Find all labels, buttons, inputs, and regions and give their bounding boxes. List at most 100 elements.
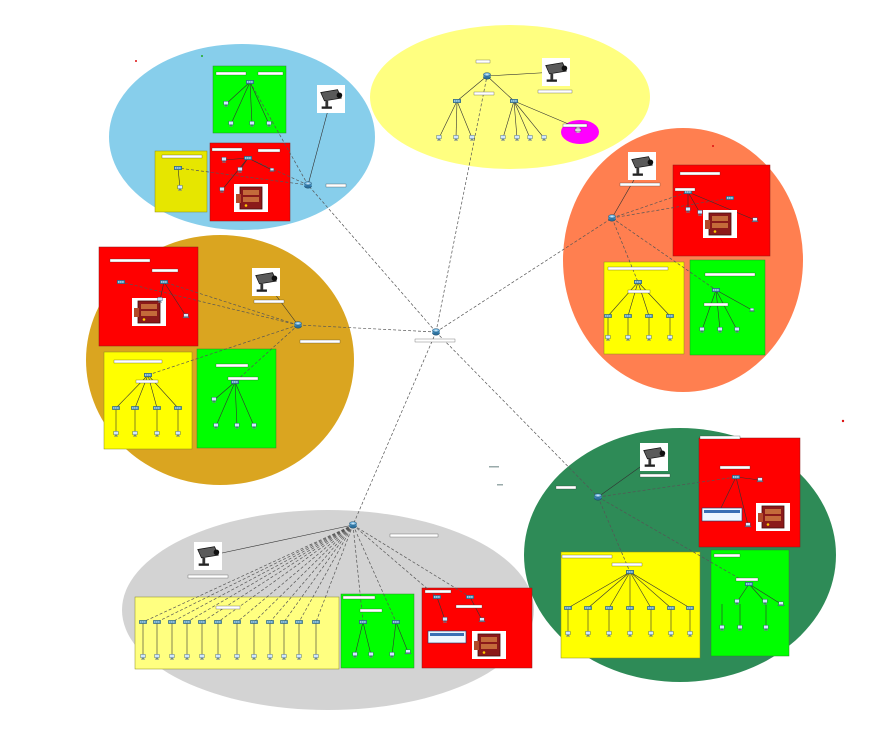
pc-icon[interactable] [699, 327, 705, 333]
switch-icon[interactable] [731, 474, 741, 480]
laptop-icon[interactable] [478, 617, 486, 623]
pc-icon[interactable] [734, 327, 740, 333]
pc-icon[interactable] [249, 121, 255, 127]
router-icon[interactable] [294, 321, 302, 329]
router-icon[interactable] [594, 493, 602, 501]
switch-icon[interactable] [230, 379, 240, 385]
pc-icon[interactable] [442, 617, 448, 623]
switch-icon[interactable] [625, 569, 635, 575]
pc-icon[interactable] [251, 423, 257, 429]
laptop-icon[interactable] [751, 217, 759, 223]
server-icon[interactable] [756, 503, 790, 531]
laptop-icon[interactable] [744, 522, 752, 528]
router-icon[interactable] [483, 72, 491, 80]
switch-icon[interactable] [647, 605, 655, 611]
laptop-icon[interactable] [182, 313, 190, 319]
laptop-icon[interactable] [749, 308, 755, 312]
switch-icon[interactable] [243, 155, 253, 161]
camera-icon[interactable] [628, 152, 656, 180]
pc-icon[interactable] [132, 431, 138, 437]
pc-icon[interactable] [267, 654, 273, 660]
pc-icon[interactable] [113, 431, 119, 437]
pc-icon[interactable] [177, 185, 183, 191]
pc-icon[interactable] [606, 631, 612, 637]
camera-icon[interactable] [542, 58, 570, 86]
pc-icon[interactable] [527, 135, 533, 141]
laptop-icon[interactable] [756, 477, 764, 483]
pc-icon[interactable] [469, 135, 475, 141]
pc-icon[interactable] [541, 135, 547, 141]
pc-icon[interactable] [251, 654, 257, 660]
pc-icon[interactable] [667, 335, 673, 341]
pc-icon[interactable] [565, 631, 571, 637]
switch-icon[interactable] [250, 619, 258, 625]
pc-icon[interactable] [605, 335, 611, 341]
switch-icon[interactable] [139, 619, 147, 625]
pc-icon[interactable] [157, 297, 163, 303]
pc-icon[interactable] [199, 654, 205, 660]
switch-icon[interactable] [280, 619, 288, 625]
pc-icon[interactable] [368, 652, 374, 658]
switch-icon[interactable] [245, 79, 255, 85]
pc-icon[interactable] [175, 431, 181, 437]
switch-icon[interactable] [153, 405, 161, 411]
camera-icon[interactable] [640, 443, 668, 471]
camera-icon[interactable] [194, 542, 222, 570]
camera-icon[interactable] [252, 268, 280, 296]
pc-icon[interactable] [697, 210, 703, 216]
pc-icon[interactable] [734, 599, 740, 605]
switch-icon[interactable] [633, 279, 643, 285]
server-icon[interactable] [703, 210, 737, 238]
pc-icon[interactable] [646, 335, 652, 341]
switch-icon[interactable] [452, 98, 462, 104]
switch-icon[interactable] [744, 581, 754, 587]
router-icon[interactable] [432, 328, 440, 336]
switch-icon[interactable] [725, 195, 735, 201]
switch-icon[interactable] [233, 619, 241, 625]
pc-icon[interactable] [685, 207, 691, 213]
switch-icon[interactable] [584, 605, 592, 611]
pc-icon[interactable] [737, 625, 743, 631]
pc-icon[interactable] [687, 631, 693, 637]
pc-icon[interactable] [228, 121, 234, 127]
switch-icon[interactable] [173, 165, 183, 171]
switch-icon[interactable] [159, 279, 169, 285]
pc-icon[interactable] [237, 167, 243, 173]
pc-icon[interactable] [514, 135, 520, 141]
switch-icon[interactable] [183, 619, 191, 625]
switch-icon[interactable] [198, 619, 206, 625]
pc-icon[interactable] [154, 431, 160, 437]
pc-icon[interactable] [184, 654, 190, 660]
pc-icon[interactable] [266, 121, 272, 127]
switch-icon[interactable] [605, 605, 613, 611]
pc-icon[interactable] [211, 397, 217, 403]
pc-icon[interactable] [500, 135, 506, 141]
laptop-icon[interactable] [269, 168, 275, 172]
pc-icon[interactable] [223, 101, 229, 107]
pc-icon[interactable] [625, 335, 631, 341]
switch-icon[interactable] [624, 313, 632, 319]
switch-icon[interactable] [432, 594, 442, 600]
switch-icon[interactable] [711, 287, 721, 293]
pc-icon[interactable] [234, 654, 240, 660]
switch-icon[interactable] [391, 619, 401, 625]
pc-icon[interactable] [763, 625, 769, 631]
pc-icon[interactable] [717, 327, 723, 333]
router-icon[interactable] [304, 181, 312, 189]
laptop-icon[interactable] [777, 601, 785, 607]
switch-icon[interactable] [465, 594, 475, 600]
switch-icon[interactable] [358, 619, 368, 625]
switch-icon[interactable] [116, 279, 126, 285]
pc-icon[interactable] [215, 654, 221, 660]
pc-icon[interactable] [313, 654, 319, 660]
server-icon[interactable] [234, 184, 268, 212]
pc-icon[interactable] [389, 652, 395, 658]
switch-icon[interactable] [168, 619, 176, 625]
switch-icon[interactable] [266, 619, 274, 625]
server-icon[interactable] [472, 631, 506, 659]
pc-icon[interactable] [668, 631, 674, 637]
pc-icon[interactable] [719, 625, 725, 631]
pc-icon[interactable] [648, 631, 654, 637]
pc-icon[interactable] [281, 654, 287, 660]
switch-icon[interactable] [686, 605, 694, 611]
